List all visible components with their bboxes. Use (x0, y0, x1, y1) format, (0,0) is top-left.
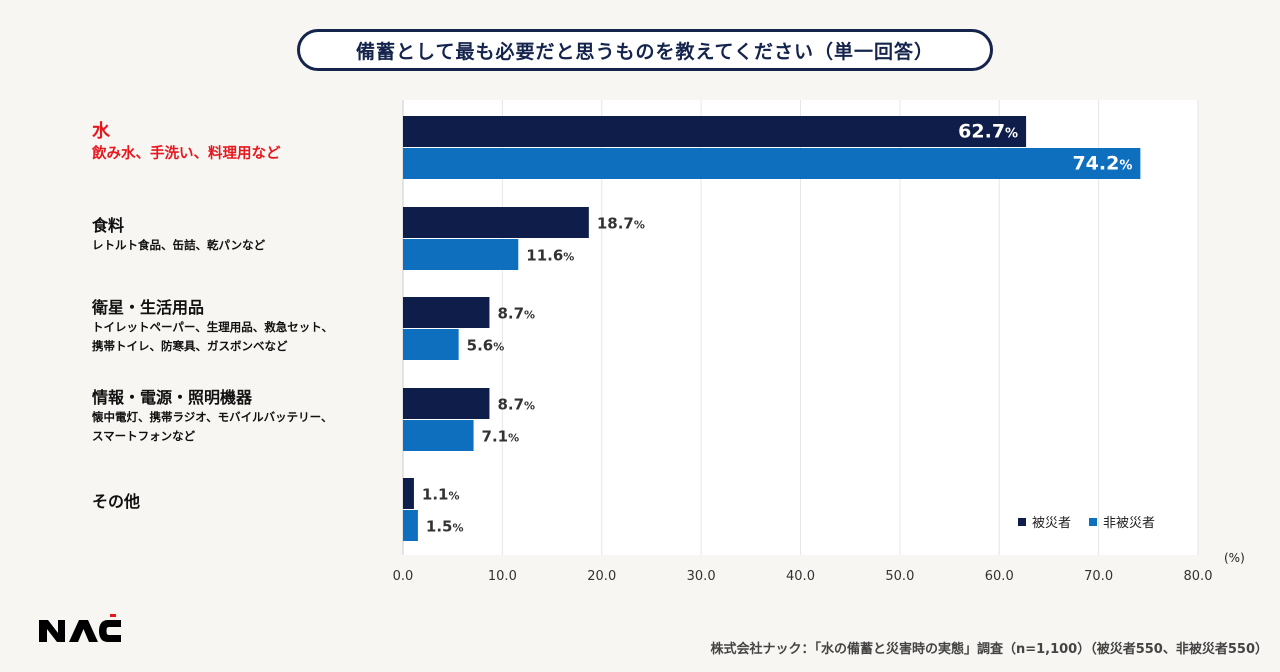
legend-label-disaster: 被災者 (1032, 516, 1072, 531)
bar-disaster (403, 388, 490, 419)
legend: 被災者 非被災者 (1018, 512, 1155, 531)
data-label: 8.7% (497, 396, 535, 414)
data-label: 74.2% (1072, 153, 1132, 175)
legend-swatch-non-disaster (1089, 517, 1098, 526)
source-note: 株式会社ナック：「水の備蓄と災害時の実態」調査（n=1,100）（被災者550、… (710, 642, 1268, 657)
x-tick-label: 30.0 (687, 569, 716, 584)
nac-logo-mark (39, 614, 121, 642)
category-examples: 懐中電灯、携帯ラジオ、モバイルバッテリー、 (92, 410, 333, 424)
legend-item-non-disaster: 非被災者 (1089, 512, 1155, 531)
chart-title: 備蓄として最も必要だと思うものを教えてください（単一回答） (297, 29, 993, 71)
bar-non-disaster (403, 148, 1141, 179)
category-name: 衛星・生活用品 (92, 298, 205, 317)
legend-label-non-disaster: 非被災者 (1103, 516, 1156, 531)
bar-non-disaster (403, 239, 519, 270)
bar-disaster (403, 116, 1027, 147)
x-tick-label: 40.0 (786, 569, 815, 584)
x-tick-label: 50.0 (885, 569, 914, 584)
data-label: 5.6% (467, 337, 505, 355)
category-name: その他 (92, 492, 141, 511)
data-label: 8.7% (497, 305, 535, 323)
nac-logo (36, 612, 124, 650)
category-label: 衛星・生活用品トイレットペーパー、生理用品、救急セット、 携帯トイレ、防寒具、ガス… (92, 298, 333, 356)
x-tick-label: 60.0 (985, 569, 1014, 584)
x-tick-label: 0.0 (393, 569, 414, 584)
bar-disaster (403, 478, 414, 509)
data-label: 18.7% (597, 215, 645, 233)
bar-non-disaster (403, 329, 459, 360)
bar-non-disaster (403, 420, 474, 451)
category-examples: レトルト食品、缶詰、乾パンなど (92, 238, 266, 252)
category-examples: 飲み水、手洗い、料理用など (92, 146, 281, 162)
data-label: 1.1% (422, 486, 460, 504)
x-tick-label: 10.0 (488, 569, 517, 584)
unit-label: (%) (1224, 551, 1245, 565)
category-examples: トイレットペーパー、生理用品、救急セット、 (92, 320, 334, 334)
legend-swatch-disaster (1018, 517, 1026, 526)
category-label: その他 (92, 492, 140, 512)
category-examples: 携帯トイレ、防寒具、ガスボンベなど (92, 339, 288, 353)
category-name: 水 (92, 121, 110, 142)
bar-disaster (403, 297, 490, 328)
legend-item-disaster: 被災者 (1018, 512, 1071, 531)
bar-disaster (403, 207, 589, 238)
category-name: 食料 (92, 216, 125, 235)
category-label: 食料レトルト食品、缶詰、乾パンなど (92, 216, 265, 255)
data-label: 62.7% (958, 121, 1018, 143)
x-tick-label: 80.0 (1184, 569, 1213, 584)
data-label: 1.5% (426, 518, 464, 536)
x-tick-label: 70.0 (1084, 569, 1113, 584)
category-label: 情報・電源・照明機器懐中電灯、携帯ラジオ、モバイルバッテリー、 スマートフォンなど (92, 388, 332, 446)
data-label: 7.1% (482, 428, 520, 446)
category-label: 水飲み水、手洗い、料理用など (92, 122, 281, 166)
category-name: 情報・電源・照明機器 (92, 388, 253, 407)
bar-non-disaster (403, 510, 418, 541)
x-tick-label: 20.0 (587, 569, 616, 584)
category-examples: スマートフォンなど (92, 429, 196, 443)
data-label: 11.6% (526, 247, 574, 265)
